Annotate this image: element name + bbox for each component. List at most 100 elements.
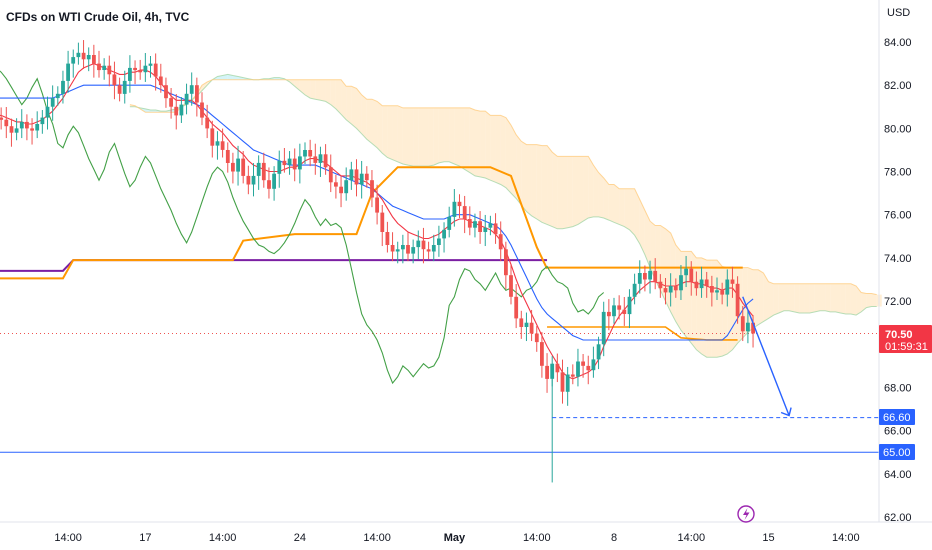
candle[interactable]: [344, 167, 349, 201]
candle[interactable]: [591, 346, 596, 378]
candle[interactable]: [318, 146, 323, 177]
candle[interactable]: [467, 206, 472, 236]
candle[interactable]: [581, 353, 585, 378]
candle[interactable]: [354, 159, 359, 197]
candle[interactable]: [375, 184, 379, 225]
candle[interactable]: [45, 96, 50, 130]
candle[interactable]: [14, 118, 19, 141]
candle[interactable]: [50, 85, 55, 121]
candle[interactable]: [452, 189, 457, 227]
candle[interactable]: [540, 331, 544, 378]
candle[interactable]: [694, 271, 699, 296]
candle[interactable]: [673, 278, 678, 298]
candle[interactable]: [179, 97, 184, 123]
candle[interactable]: [406, 232, 410, 262]
candle[interactable]: [684, 255, 688, 288]
candle[interactable]: [349, 161, 354, 190]
candle[interactable]: [457, 194, 462, 218]
candle[interactable]: [35, 111, 40, 139]
candle[interactable]: [215, 131, 220, 160]
candle[interactable]: [545, 353, 549, 393]
candle[interactable]: [643, 265, 647, 292]
candle[interactable]: [699, 266, 704, 298]
candle[interactable]: [272, 166, 276, 201]
candle[interactable]: [19, 109, 24, 139]
candle[interactable]: [40, 110, 45, 134]
candle[interactable]: [493, 213, 498, 244]
candle[interactable]: [442, 222, 446, 253]
candle[interactable]: [225, 142, 230, 173]
candlesticks[interactable]: [0, 40, 755, 483]
candle[interactable]: [97, 50, 101, 78]
candle[interactable]: [689, 261, 694, 296]
candle[interactable]: [112, 61, 117, 100]
candle[interactable]: [267, 167, 271, 199]
candle[interactable]: [148, 56, 153, 78]
candle[interactable]: [71, 49, 76, 78]
candle[interactable]: [210, 120, 215, 158]
candle[interactable]: [735, 276, 740, 324]
candle[interactable]: [287, 151, 292, 175]
orange-level-line[interactable]: [0, 166, 548, 280]
candle[interactable]: [143, 53, 148, 82]
candle[interactable]: [627, 289, 632, 329]
currency-label[interactable]: USD: [887, 7, 910, 19]
candle[interactable]: [622, 296, 627, 326]
candle[interactable]: [220, 128, 225, 158]
candle[interactable]: [385, 221, 390, 253]
candle[interactable]: [138, 59, 143, 80]
candle[interactable]: [277, 150, 282, 188]
candle[interactable]: [504, 241, 508, 290]
orange-lower-line[interactable]: [547, 326, 738, 341]
candle[interactable]: [596, 336, 601, 370]
candle[interactable]: [601, 301, 606, 357]
candle[interactable]: [128, 55, 132, 93]
candle[interactable]: [256, 155, 261, 190]
candle[interactable]: [576, 348, 580, 387]
horizontal-levels[interactable]: [0, 166, 879, 453]
candle[interactable]: [529, 309, 534, 342]
candle[interactable]: [30, 118, 34, 145]
candle[interactable]: [236, 145, 240, 186]
candle[interactable]: [524, 312, 529, 342]
candle[interactable]: [534, 325, 539, 352]
candle[interactable]: [25, 114, 29, 141]
candle[interactable]: [122, 70, 127, 104]
candle[interactable]: [86, 47, 91, 72]
candle[interactable]: [653, 258, 658, 290]
candle[interactable]: [617, 295, 622, 320]
drawings[interactable]: [552, 296, 879, 419]
candle[interactable]: [328, 154, 333, 193]
candle[interactable]: [730, 266, 735, 298]
candle[interactable]: [390, 232, 395, 262]
candle[interactable]: [431, 234, 436, 262]
candle[interactable]: [478, 211, 482, 244]
candle[interactable]: [586, 355, 591, 385]
candle[interactable]: [648, 260, 652, 294]
candle[interactable]: [189, 72, 194, 106]
candle[interactable]: [158, 63, 163, 93]
candle[interactable]: [380, 205, 385, 247]
candle[interactable]: [725, 269, 730, 307]
candle[interactable]: [261, 152, 266, 188]
candle[interactable]: [76, 42, 81, 65]
candle[interactable]: [184, 83, 189, 115]
candle[interactable]: [370, 170, 374, 208]
candle[interactable]: [715, 277, 719, 301]
candle[interactable]: [462, 195, 467, 234]
candle[interactable]: [55, 86, 60, 106]
candle[interactable]: [153, 53, 158, 91]
candle[interactable]: [401, 234, 405, 264]
candle[interactable]: [509, 265, 513, 305]
candle[interactable]: [632, 273, 637, 305]
forecast-arrow[interactable]: [742, 296, 790, 416]
candle[interactable]: [0, 107, 4, 130]
candle[interactable]: [117, 77, 122, 102]
candle[interactable]: [488, 215, 493, 236]
candle[interactable]: [323, 144, 328, 175]
candle[interactable]: [658, 274, 663, 298]
candle[interactable]: [246, 165, 251, 195]
candle[interactable]: [411, 239, 416, 264]
candle[interactable]: [679, 265, 683, 301]
